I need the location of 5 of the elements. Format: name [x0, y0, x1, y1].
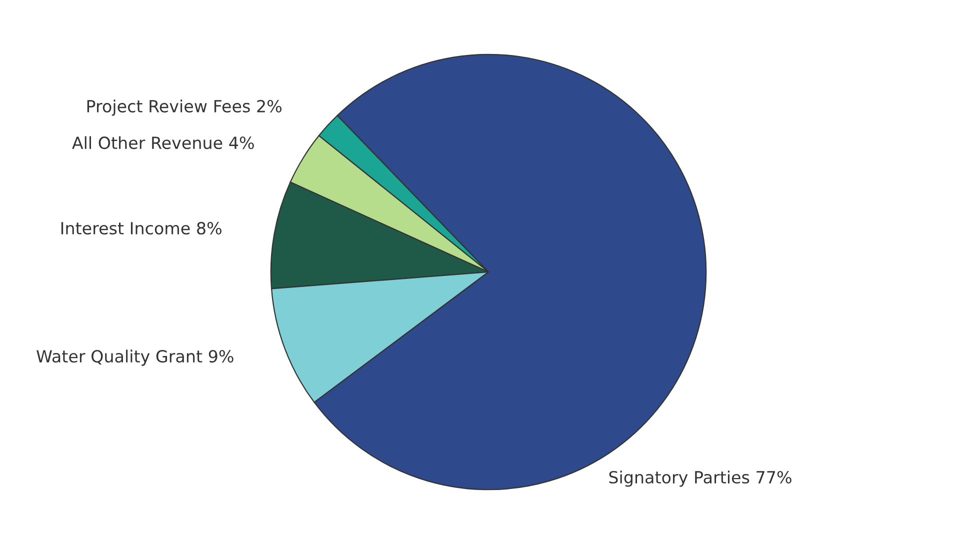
slice-label: Interest Income 8% [61, 222, 222, 235]
slice-label: Signatory Parties 77% [609, 470, 792, 487]
slice-label: Water Quality Grant 9% [36, 350, 234, 366]
slice-label: Project Review Fees 2% [87, 100, 282, 116]
slice-label: All Other Revenue 4% [72, 136, 254, 150]
